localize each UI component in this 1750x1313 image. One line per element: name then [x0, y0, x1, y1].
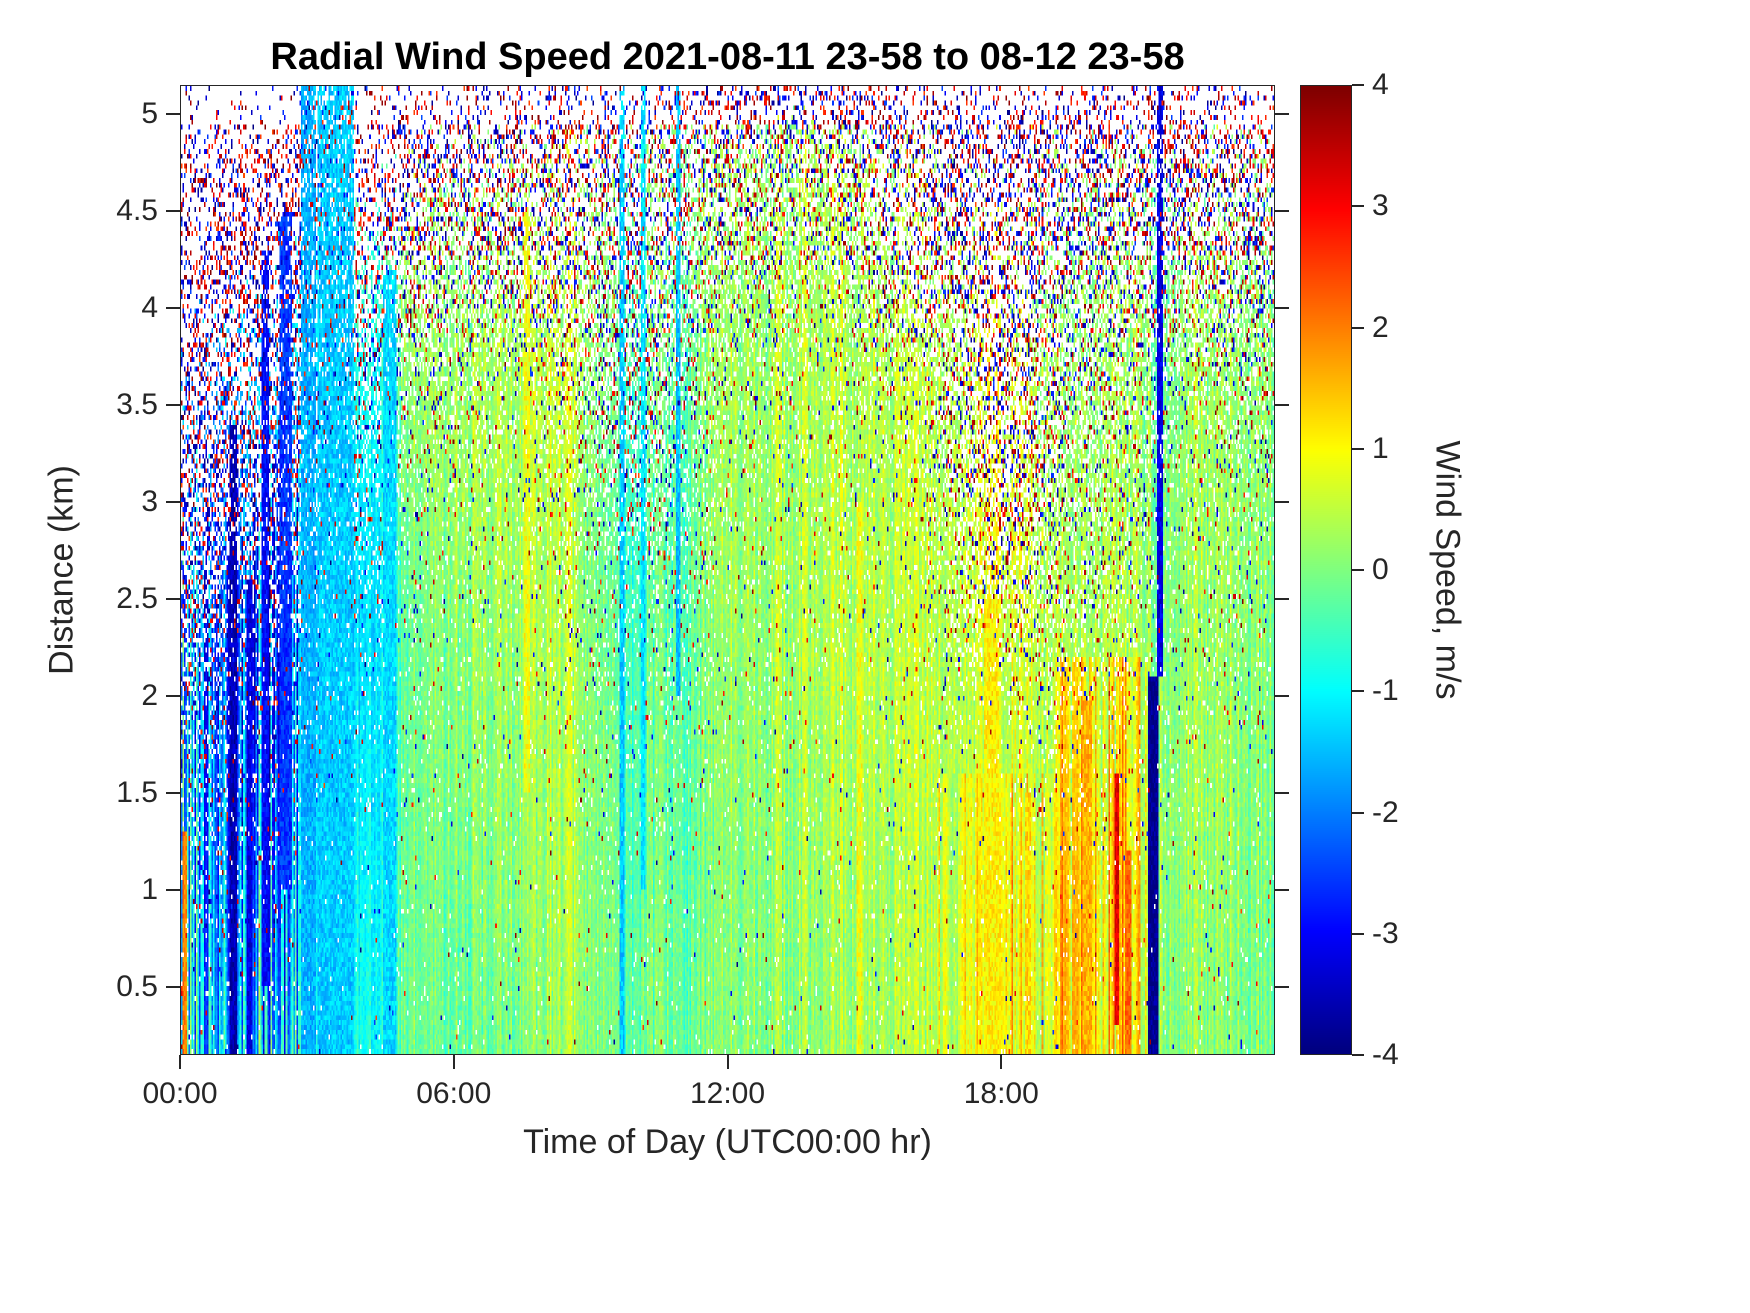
y-tick-label: 4.5 [116, 194, 158, 228]
colorbar-tick-label: -2 [1372, 795, 1399, 829]
y-tick-label: 4 [141, 291, 158, 325]
x-tick-mark [1000, 1055, 1003, 1069]
y-tick-label: 2 [141, 679, 158, 713]
colorbar-tick-mark [1352, 569, 1364, 571]
y-tick-mark-right [1275, 695, 1289, 698]
x-axis-label: Time of Day (UTC00:00 hr) [523, 1123, 932, 1161]
colorbar-label: Wind Speed, m/s [1428, 440, 1467, 700]
y-tick-mark [166, 695, 180, 698]
x-tick-mark [452, 1055, 455, 1069]
colorbar-tick-label: 0 [1372, 553, 1389, 586]
y-tick-mark [166, 986, 180, 989]
y-tick-label: 5 [141, 97, 158, 131]
colorbar-tick-label: 2 [1372, 310, 1389, 344]
y-tick-mark [166, 404, 180, 407]
x-tick-label: 18:00 [963, 1077, 1039, 1110]
y-tick-mark [166, 501, 180, 504]
x-tick-label: 12:00 [689, 1077, 766, 1110]
colorbar [1300, 85, 1352, 1055]
colorbar-tick-label: -4 [1372, 1038, 1399, 1071]
chart-title: Radial Wind Speed 2021-08-11 23-58 to 08… [270, 36, 1185, 78]
colorbar-tick-mark [1352, 1054, 1364, 1056]
y-tick-label: 1 [141, 873, 158, 907]
y-tick-mark-right [1275, 113, 1289, 116]
colorbar-tick-label: -3 [1372, 916, 1399, 950]
colorbar-tick-label: 1 [1372, 431, 1389, 465]
x-tick-label: 06:00 [416, 1077, 492, 1110]
heatmap-canvas [181, 86, 1274, 1054]
y-tick-label: 0.5 [116, 970, 158, 1004]
y-tick-label: 3.5 [116, 388, 158, 422]
y-tick-mark-right [1275, 307, 1289, 310]
colorbar-tick-mark [1352, 326, 1364, 329]
colorbar-tick-mark [1352, 84, 1364, 86]
x-tick-mark [179, 1055, 181, 1069]
x-tick-label: 00:00 [142, 1077, 218, 1110]
y-tick-label: 2.5 [116, 582, 158, 616]
x-tick-mark [726, 1055, 729, 1069]
colorbar-gradient [1301, 86, 1351, 1054]
y-tick-mark [166, 307, 180, 310]
y-tick-mark-right [1275, 501, 1289, 504]
y-tick-mark-right [1275, 986, 1289, 989]
heatmap-plot [180, 85, 1275, 1055]
colorbar-tick-mark [1352, 205, 1364, 208]
y-tick-mark-right [1275, 792, 1289, 795]
colorbar-tick-mark [1352, 447, 1364, 450]
colorbar-tick-label: 3 [1372, 189, 1389, 223]
colorbar-tick-label: 4 [1372, 68, 1389, 101]
y-tick-label: 1.5 [116, 776, 158, 810]
y-tick-mark [166, 598, 180, 601]
y-tick-mark [166, 792, 180, 795]
colorbar-tick-label: -1 [1372, 674, 1399, 708]
y-tick-mark [166, 889, 180, 892]
colorbar-tick-mark [1352, 690, 1364, 693]
colorbar-tick-mark [1352, 932, 1364, 935]
y-tick-mark-right [1275, 598, 1289, 601]
y-tick-mark-right [1275, 889, 1289, 892]
colorbar-tick-mark [1352, 811, 1364, 814]
y-tick-mark [166, 113, 180, 116]
y-tick-label: 3 [141, 485, 158, 519]
y-tick-mark-right [1275, 404, 1289, 407]
y-tick-mark-right [1275, 210, 1289, 213]
y-tick-mark [166, 210, 180, 213]
